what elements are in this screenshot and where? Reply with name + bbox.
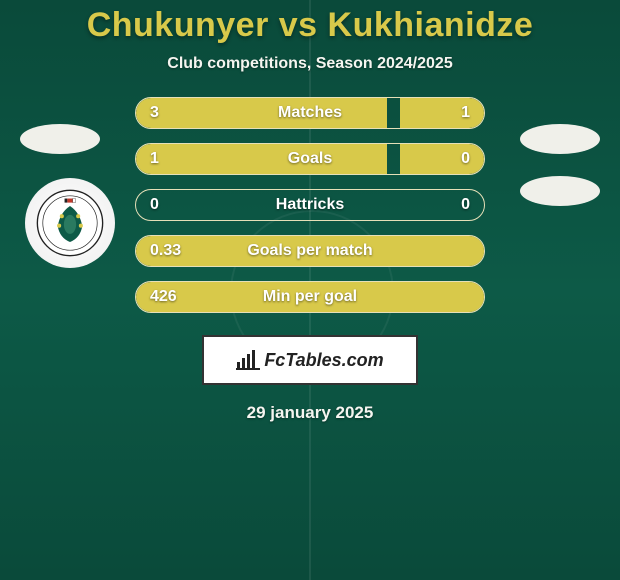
- bar-chart-icon: [236, 350, 260, 370]
- stat-label: Hattricks: [276, 196, 344, 214]
- stat-label: Goals: [288, 150, 332, 168]
- stat-row: 0 Hattricks 0: [135, 189, 485, 221]
- stat-left-value: 1: [150, 150, 159, 168]
- player1-club-badge: [25, 178, 115, 268]
- player1-crest-placeholder: [20, 124, 100, 154]
- stat-row: 0.33 Goals per match: [135, 235, 485, 267]
- date-label: 29 january 2025: [0, 403, 620, 423]
- player2-crest-placeholder-2: [520, 176, 600, 206]
- stat-fill-left: [136, 144, 387, 174]
- peacock-badge-icon: [36, 189, 104, 257]
- stat-right-value: 1: [461, 104, 470, 122]
- stat-row: 1 Goals 0: [135, 143, 485, 175]
- stat-label: Min per goal: [263, 288, 357, 306]
- stat-fill-left: [136, 98, 387, 128]
- stat-right-value: 0: [461, 196, 470, 214]
- content-container: Chukunyer vs Kukhianidze Club competitio…: [0, 0, 620, 423]
- brand-logo[interactable]: FcTables.com: [202, 335, 418, 385]
- stat-label: Goals per match: [247, 242, 372, 260]
- stat-left-value: 426: [150, 288, 177, 306]
- page-title: Chukunyer vs Kukhianidze: [0, 6, 620, 45]
- stat-right-value: 0: [461, 150, 470, 168]
- stat-left-value: 0: [150, 196, 159, 214]
- stats-rows: 3 Matches 1 1 Goals 0 0 Hattricks 0 0.33…: [135, 97, 485, 313]
- stat-label: Matches: [278, 104, 342, 122]
- player2-crest-placeholder-1: [520, 124, 600, 154]
- subtitle: Club competitions, Season 2024/2025: [0, 55, 620, 73]
- stat-row: 3 Matches 1: [135, 97, 485, 129]
- brand-text: FcTables.com: [264, 350, 383, 371]
- stat-left-value: 3: [150, 104, 159, 122]
- stat-row: 426 Min per goal: [135, 281, 485, 313]
- stat-fill-right: [400, 144, 484, 174]
- stat-left-value: 0.33: [150, 242, 181, 260]
- stat-fill-right: [400, 98, 484, 128]
